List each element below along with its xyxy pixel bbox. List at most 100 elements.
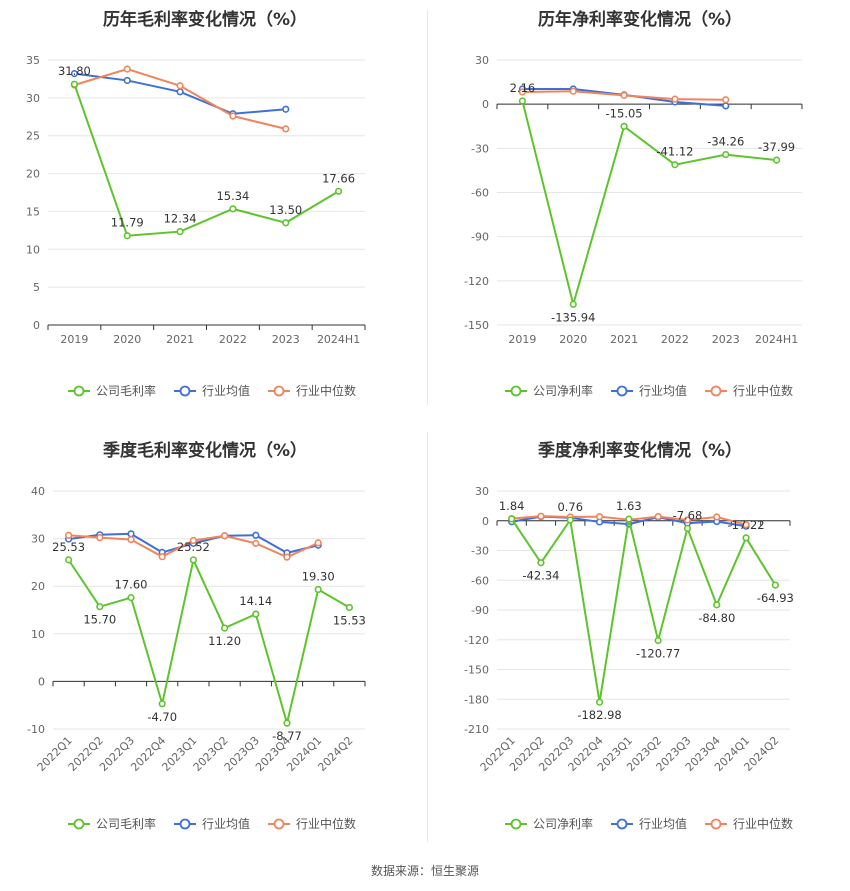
y-tick-label: 0 <box>482 515 489 528</box>
data-point <box>282 105 290 113</box>
x-tick-label: 2019 <box>508 333 536 346</box>
legend-marker <box>510 818 522 830</box>
data-label: 14.14 <box>239 594 272 608</box>
chart-quarterly-gross-margin: 季度毛利率变化情况（%） -10 0 10 20 30 40 2022Q1 2022Q2 2022… <box>0 425 425 850</box>
y-tick-label: 30 <box>31 533 45 546</box>
data-point <box>282 219 290 227</box>
data-point <box>96 534 104 542</box>
x-tick-label: 2020 <box>113 333 141 346</box>
legend-label: 行业均值 <box>202 816 250 831</box>
data-label: 13.50 <box>269 203 302 217</box>
data-label: 15.34 <box>216 189 249 203</box>
data-point <box>229 205 237 213</box>
quarterly-gross-margin-svg: 季度毛利率变化情况（%）-100102030402022Q12022Q22022… <box>27 440 366 831</box>
data-label: 25.53 <box>52 540 85 554</box>
legend-label: 公司毛利率 <box>96 383 156 398</box>
data-point <box>176 82 184 90</box>
x-tick-label: 2021 <box>166 333 194 346</box>
data-label: -8.77 <box>272 729 302 743</box>
data-point <box>595 512 604 521</box>
data-point <box>176 227 184 236</box>
data-point <box>683 516 692 524</box>
data-point <box>189 536 197 545</box>
data-point <box>654 636 662 645</box>
data-label: 17.60 <box>115 578 148 592</box>
legend-marker <box>616 385 628 397</box>
y-tick-label: 10 <box>31 628 45 641</box>
y-tick-label: 0 <box>38 675 45 688</box>
legend-label: 行业均值 <box>639 816 687 831</box>
legend-item: 行业均值 <box>611 383 687 398</box>
data-point <box>96 603 104 611</box>
data-point <box>221 532 229 540</box>
legend-label: 公司净利率 <box>533 816 593 831</box>
y-tick-label: 40 <box>31 485 45 498</box>
data-point <box>566 516 574 524</box>
data-label: -135.94 <box>551 310 595 324</box>
data-point <box>713 513 721 521</box>
data-point <box>158 700 166 708</box>
data-point <box>334 187 343 195</box>
y-tick-label: 5 <box>33 281 40 294</box>
data-point <box>722 96 730 104</box>
legend-label: 行业中位数 <box>296 816 356 831</box>
data-label: 12.34 <box>164 212 197 226</box>
data-point <box>713 601 721 609</box>
legend-marker <box>510 385 522 397</box>
annual-gross-margin-svg: 历年毛利率变化情况（%） 0 5 10 15 20 25 30 35 2019 2020 2021 20… <box>26 9 366 398</box>
legend-marker <box>179 385 191 397</box>
y-tick-label: 10 <box>26 243 40 256</box>
data-point <box>64 556 73 564</box>
data-point <box>625 515 633 523</box>
y-tick-label: -180 <box>464 693 489 706</box>
legend-item: 行业中位数 <box>705 816 793 831</box>
data-point <box>722 151 730 159</box>
data-label: 15.53 <box>333 613 366 627</box>
legend-marker <box>616 818 628 830</box>
chart-annual-gross-margin: 历年毛利率变化情况（%） 0 5 10 15 20 25 30 35 2019 2020 2021 20… <box>0 0 425 410</box>
chart-title: 历年净利率变化情况（%） <box>538 9 742 30</box>
data-label: -34.26 <box>707 135 744 149</box>
data-point <box>70 70 79 78</box>
x-tick-label: 2022 <box>219 333 247 346</box>
panel-divider-top <box>427 10 428 405</box>
y-tick-label: 30 <box>26 92 40 105</box>
data-point <box>229 112 237 120</box>
data-point <box>282 125 290 133</box>
data-label: 2.16 <box>510 81 536 95</box>
data-point <box>742 521 750 529</box>
legend-marker <box>179 818 191 830</box>
legend-item: 公司毛利率 <box>68 383 156 398</box>
y-tick-label: 35 <box>26 54 40 67</box>
data-label: 25.52 <box>177 540 210 554</box>
data-label: -84.80 <box>698 611 735 625</box>
data-label: 19.30 <box>302 570 335 584</box>
legend-item: 行业均值 <box>174 816 250 831</box>
data-label: 0.76 <box>557 500 583 514</box>
legend-marker <box>710 385 722 397</box>
data-point <box>569 87 577 95</box>
x-tick-label: 2019 <box>60 333 88 346</box>
y-tick-label: -10 <box>27 723 45 736</box>
x-tick-label: 2022 <box>661 333 689 346</box>
chart-quarterly-net-margin: 季度净利率变化情况（%） -210 -180 -150 -120 -90 -60 -30 0 30… <box>428 425 850 850</box>
data-point <box>314 539 322 547</box>
data-point <box>683 524 692 532</box>
data-point <box>508 515 516 523</box>
y-tick-label: -30 <box>471 142 489 155</box>
data-label: -7.68 <box>673 508 703 522</box>
data-point <box>158 553 166 561</box>
legend-label: 公司毛利率 <box>96 816 156 831</box>
data-point <box>772 156 781 164</box>
y-tick-label: 30 <box>475 485 489 498</box>
data-label: -17.22 <box>728 518 765 532</box>
data-point <box>620 122 628 130</box>
x-tick-label: 2021 <box>610 333 638 346</box>
data-label: -15.05 <box>606 106 643 120</box>
y-tick-label: 25 <box>26 130 40 143</box>
legend-item: 行业中位数 <box>268 816 356 831</box>
data-point <box>221 624 229 632</box>
y-tick-label: 30 <box>475 54 489 67</box>
legend-label: 公司净利率 <box>533 383 593 398</box>
legend-marker <box>710 818 722 830</box>
